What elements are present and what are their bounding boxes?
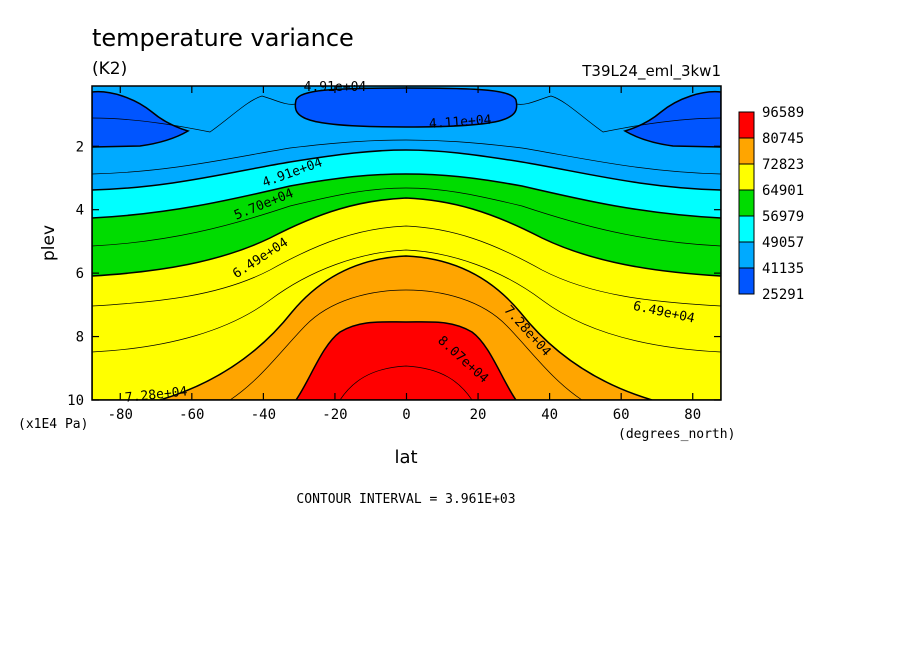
y-tick-label: 6	[76, 266, 84, 282]
legend-swatch	[738, 189, 755, 217]
run-label: T39L24_eml_3kw1	[581, 62, 721, 81]
x-tick-label: 80	[684, 407, 701, 423]
x-tick-label: 60	[613, 407, 630, 423]
x-axis: -80 -60 -40 -20 0 20 40 60 80	[108, 86, 701, 423]
y-tick-label: 8	[76, 330, 84, 346]
x-tick-label: -40	[251, 407, 276, 423]
thin-contour-3	[92, 225, 721, 307]
y-scale-label: (x1E4 Pa)	[18, 417, 88, 432]
contour-label: 4.11e+04	[429, 113, 493, 132]
x-tick-label: 40	[541, 407, 558, 423]
y-tick-label: 10	[67, 393, 84, 409]
thin-contour-2	[92, 187, 721, 247]
legend-label: 72823	[762, 157, 804, 173]
thin-contour-7	[92, 95, 297, 133]
legend-swatch	[738, 111, 755, 139]
chart-title: temperature variance	[92, 24, 354, 52]
x-units-label: (degrees_north)	[618, 427, 735, 442]
legend-swatch	[738, 163, 755, 191]
x-tick-label: -20	[322, 407, 347, 423]
legend-label: 56979	[762, 209, 804, 225]
color-legend: 96589 80745 72823 64901 56979 49057 41135 25291	[738, 105, 804, 303]
x-tick-label: -80	[108, 407, 133, 423]
legend-label: 25291	[762, 287, 804, 303]
x-tick-label: 20	[470, 407, 487, 423]
legend-label: 41135	[762, 261, 804, 277]
y-tick-label: 2	[76, 139, 84, 155]
thin-contour-8	[515, 95, 721, 133]
legend-label: 49057	[762, 235, 804, 251]
plot-area	[92, 86, 721, 400]
legend-swatch	[738, 241, 755, 269]
legend-swatch	[738, 137, 755, 165]
contour-interval-text: CONTOUR INTERVAL = 3.961E+03	[296, 492, 515, 507]
thin-contour-1	[92, 139, 721, 175]
legend-label: 96589	[762, 105, 804, 121]
legend-label: 64901	[762, 183, 804, 199]
thin-contour-5	[229, 289, 583, 400]
y-axis-label: plev	[39, 225, 59, 261]
legend-swatch	[738, 215, 755, 243]
x-tick-label: -60	[179, 407, 204, 423]
units-label: (K2)	[92, 59, 127, 79]
legend-swatch	[738, 267, 755, 295]
band-80745-96589	[295, 321, 517, 400]
x-axis-label: lat	[394, 447, 417, 468]
band-25291-41135-top	[294, 87, 518, 128]
legend-label: 80745	[762, 131, 804, 147]
thin-contour-4	[92, 249, 721, 353]
y-tick-label: 4	[76, 203, 84, 219]
thin-contour-6	[339, 365, 473, 400]
y-axis: 2 4 6 8 10	[67, 139, 721, 409]
x-tick-label: 0	[402, 407, 410, 423]
